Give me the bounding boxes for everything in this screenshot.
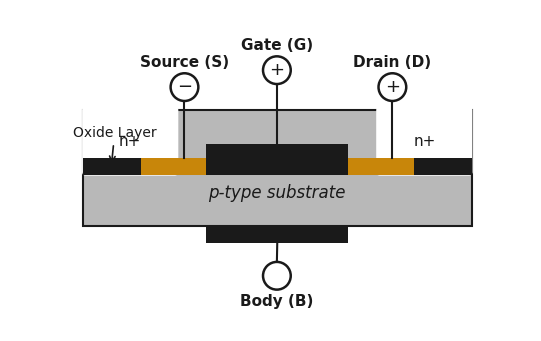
FancyBboxPatch shape: [82, 106, 179, 176]
Bar: [206, 144, 348, 175]
Text: Drain (D): Drain (D): [353, 55, 431, 70]
Text: Oxide Layer: Oxide Layer: [73, 126, 156, 162]
Text: +: +: [385, 78, 400, 96]
Circle shape: [263, 262, 291, 290]
Text: −: −: [177, 78, 192, 96]
Text: Body (B): Body (B): [240, 294, 314, 309]
Text: p-type substrate: p-type substrate: [208, 184, 346, 202]
Text: Gate (G): Gate (G): [241, 38, 313, 53]
Bar: [83, 158, 141, 175]
Text: n+: n+: [413, 134, 436, 149]
Bar: [83, 110, 472, 226]
Text: Source (S): Source (S): [140, 55, 229, 70]
FancyBboxPatch shape: [376, 106, 472, 176]
Bar: [414, 158, 472, 175]
Text: +: +: [269, 61, 285, 79]
Text: n+: n+: [119, 134, 141, 149]
Circle shape: [379, 73, 406, 101]
Circle shape: [170, 73, 199, 101]
Bar: [83, 158, 472, 175]
Circle shape: [263, 56, 291, 84]
Bar: [206, 226, 348, 243]
